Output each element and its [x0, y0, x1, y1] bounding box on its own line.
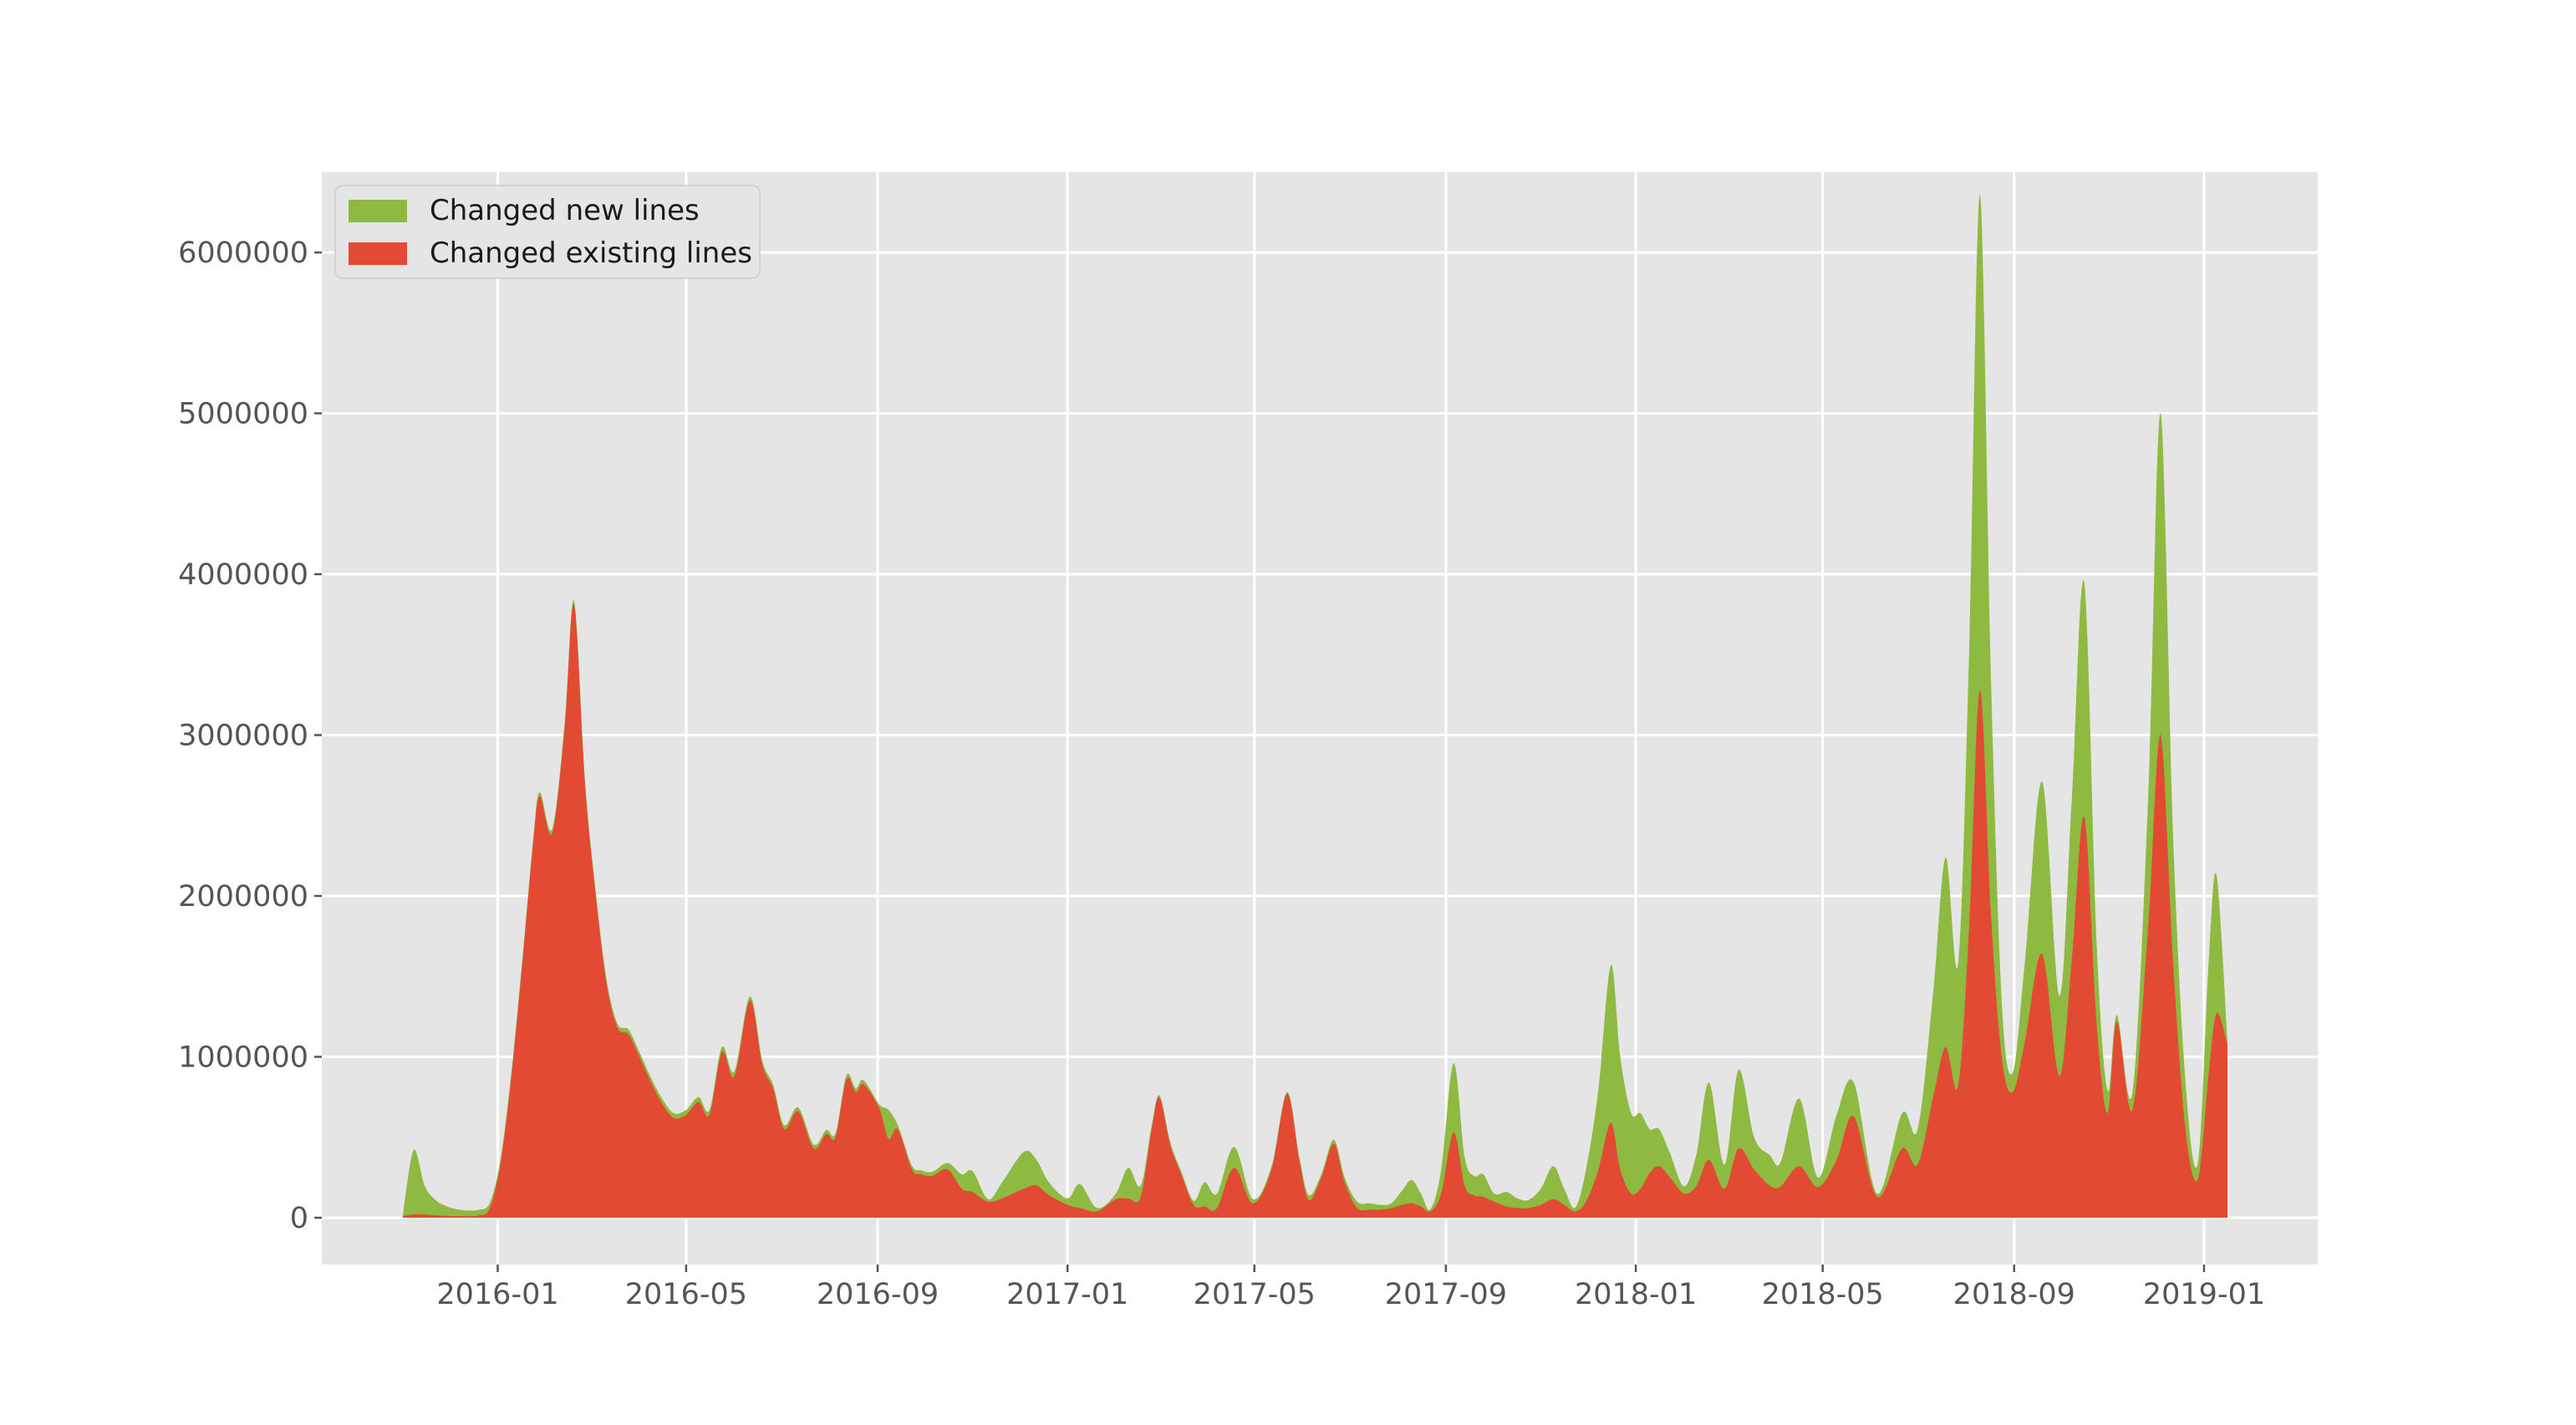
area-changed-existing-lines [402, 603, 2228, 1218]
legend: Changed new lines Changed existing lines [334, 185, 761, 279]
x-tick-label: 2016-01 [436, 1278, 558, 1311]
legend-label-existing-lines: Changed existing lines [430, 237, 752, 270]
y-tick-label: 6000000 [178, 237, 308, 270]
legend-swatch-new-lines [349, 199, 407, 222]
x-tick-label: 2018-05 [1762, 1278, 1884, 1311]
legend-row-new-lines: Changed new lines [336, 196, 759, 225]
x-tick-label: 2017-09 [1385, 1278, 1507, 1311]
y-tick-label: 0 [290, 1202, 308, 1235]
x-tick-label: 2018-01 [1575, 1278, 1697, 1311]
x-tick-label: 2017-01 [1006, 1278, 1128, 1311]
x-tick-label: 2016-05 [625, 1278, 747, 1311]
x-tick-label: 2017-05 [1194, 1278, 1316, 1311]
legend-label-new-lines: Changed new lines [430, 194, 700, 227]
legend-swatch-existing-lines [349, 242, 407, 265]
x-tick-label: 2019-01 [2143, 1278, 2265, 1311]
y-tick-label: 3000000 [178, 720, 308, 753]
x-tick-label: 2016-09 [817, 1278, 939, 1311]
y-tick-label: 5000000 [178, 398, 308, 431]
legend-row-existing-lines: Changed existing lines [336, 239, 759, 267]
x-tick-label: 2018-09 [1953, 1278, 2075, 1311]
y-tick-label: 1000000 [178, 1041, 308, 1075]
y-tick-label: 2000000 [178, 880, 308, 914]
y-tick-label: 4000000 [178, 558, 308, 592]
